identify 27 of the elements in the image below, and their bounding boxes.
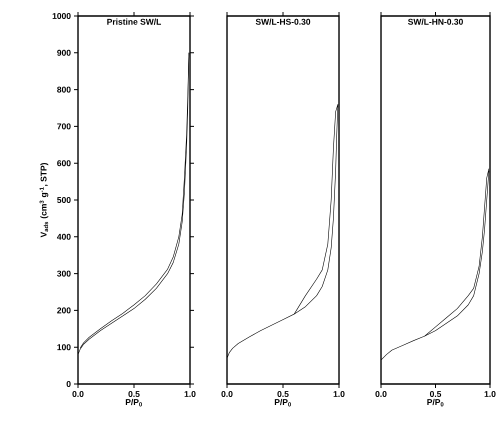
x-tick-label: 0.5 <box>430 391 442 398</box>
chart-title: SW/L-HS-0.30 <box>256 18 310 25</box>
x-axis-title: P/P$_{0}$ <box>274 398 291 406</box>
x-tick-label: 1.0 <box>484 391 496 398</box>
y-tick-label: 300 <box>57 270 71 277</box>
chart-title: SW/L-HN-0.30 <box>408 18 463 25</box>
x-tick-label: 0.0 <box>375 391 387 398</box>
x-tick-label: 1.0 <box>334 391 345 398</box>
y-tick-label: 1000 <box>52 13 71 19</box>
y-tick-label: 800 <box>57 86 71 93</box>
x-tick-label: 1.0 <box>184 391 196 398</box>
y-tick-label: 700 <box>57 123 71 130</box>
chart-title: Pristine SW/L <box>107 18 162 25</box>
y-axis-title: V$_{ads}$ (cm$^{3}$ g$^{-1}$, STP) <box>40 163 48 238</box>
x-axis-title: P/P$_{0}$ <box>427 398 444 406</box>
x-tick-label: 0.0 <box>72 391 84 398</box>
y-tick-label: 0 <box>66 381 71 387</box>
y-tick-label: 500 <box>57 197 71 203</box>
x-tick-label: 0.5 <box>277 391 289 398</box>
y-tick-label: 600 <box>57 160 71 166</box>
x-tick-label: 0.5 <box>128 391 140 398</box>
y-tick-label: 400 <box>56 234 71 240</box>
y-tick-label: 900 <box>57 50 71 56</box>
y-tick-label: 200 <box>57 307 71 314</box>
x-axis-title: P/P$_{0}$ <box>126 398 142 406</box>
y-tick-label: 100 <box>57 344 71 350</box>
x-tick-label: 0.0 <box>221 391 233 398</box>
